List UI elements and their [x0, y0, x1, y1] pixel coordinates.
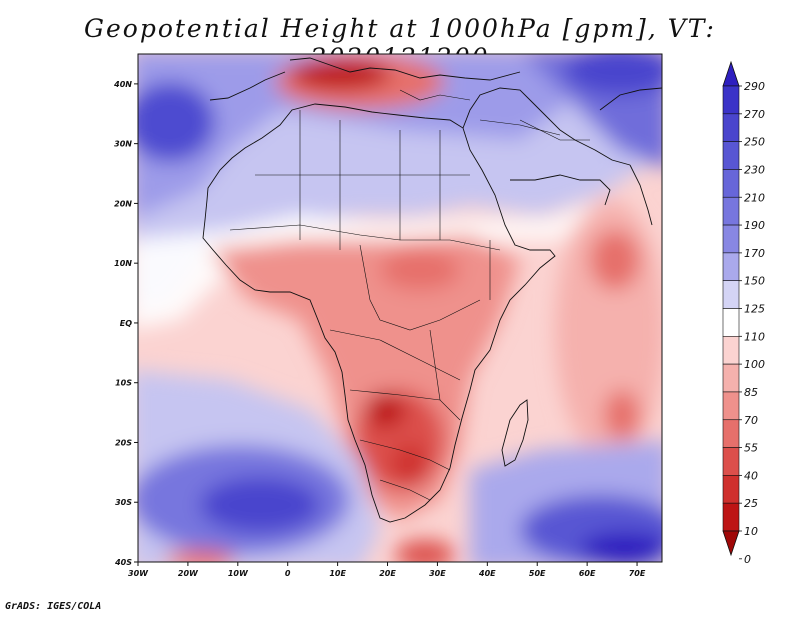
colorbar-label: 85 — [744, 386, 758, 399]
colorbar-label: 210 — [744, 191, 765, 204]
colorbar-swatch — [722, 502, 740, 532]
lat-label: 30N — [114, 140, 132, 149]
asia-coast — [599, 87, 662, 111]
colorbar-swatch — [722, 419, 740, 448]
colorbar-swatch — [722, 196, 740, 226]
colorbar-swatch — [722, 224, 740, 254]
colorbar-label: 110 — [744, 330, 765, 343]
lat-label: 30S — [115, 498, 132, 507]
arabia-coast — [510, 174, 611, 206]
lat-label: 40S — [114, 558, 132, 567]
latitude-axis: 40N 30N 20N 10N EQ 10S 20S 30S 40S — [113, 80, 138, 567]
colorbar-label: 0 — [744, 553, 751, 566]
colorbar-swatch — [722, 113, 740, 142]
lon-label: 20W — [178, 569, 199, 578]
lon-label: 20E — [379, 569, 396, 578]
colorbar-label: 100 — [744, 358, 765, 371]
colorbar-label: 125 — [744, 303, 765, 316]
colorbar-label: 25 — [744, 497, 758, 510]
colorbar-swatch — [722, 363, 740, 393]
lat-label: EQ — [120, 319, 132, 328]
colorbar-label: 70 — [744, 414, 758, 427]
colorbar-swatch — [722, 308, 740, 337]
lat-label: 20N — [114, 199, 132, 208]
colorbar-swatch — [722, 280, 740, 309]
lon-label: 30W — [128, 569, 149, 578]
colorbar-label: 270 — [744, 108, 765, 121]
africa-coast — [202, 103, 556, 523]
iberia-coast — [209, 71, 286, 101]
colorbar-label: 250 — [744, 136, 765, 149]
lon-label: 10W — [228, 569, 249, 578]
colorbar-top-arrow — [722, 60, 740, 87]
coastlines — [202, 57, 662, 523]
europe-coast — [289, 57, 521, 81]
map-frame — [137, 53, 663, 563]
lon-label: 10E — [329, 569, 346, 578]
colorbar-swatch — [722, 391, 740, 421]
lon-label: 0 — [285, 569, 291, 578]
country-borders — [229, 89, 590, 501]
colorbar-label: 290 — [744, 80, 765, 93]
colorbar-label: 40 — [744, 469, 758, 482]
height-field — [138, 54, 662, 562]
middle-east-coast — [462, 87, 631, 166]
colorbar-label: 170 — [744, 247, 765, 260]
colorbar-label: 190 — [744, 219, 765, 232]
colorbar-bottom-arrow — [722, 530, 740, 557]
colorbar-swatch — [722, 447, 740, 476]
colorbar-label: 230 — [744, 163, 765, 176]
colorbar-swatch — [722, 252, 740, 281]
madagascar-coast — [501, 399, 529, 467]
colorbar-label: 150 — [744, 275, 765, 288]
lat-label: 40N — [113, 80, 132, 89]
lat-label: 20S — [115, 438, 132, 447]
colorbar-label: 55 — [744, 442, 758, 455]
lon-label: 70E — [629, 569, 646, 578]
india-coast — [629, 164, 653, 226]
colorbar-swatch — [722, 475, 740, 504]
lon-label: 50E — [529, 569, 546, 578]
colorbar-label: 10 — [744, 525, 758, 538]
lon-label: 30E — [429, 569, 446, 578]
lon-label: 40E — [478, 569, 496, 578]
colorbar: 2902702502302101901701501251101008570554… — [722, 60, 765, 566]
colorbar-swatch — [722, 169, 740, 198]
colorbar-swatch — [722, 336, 740, 365]
colorbar-swatch — [722, 141, 740, 170]
lat-label: 10S — [115, 379, 132, 388]
lon-label: 60E — [579, 569, 596, 578]
credit-text: GrADS: IGES/COLA — [5, 601, 102, 612]
longitude-axis: 30W 20W 10W 0 10E 20E 30E 40E 50E 60E 70E — [128, 562, 646, 578]
colorbar-swatch — [722, 85, 740, 115]
lat-label: 10N — [114, 259, 132, 268]
